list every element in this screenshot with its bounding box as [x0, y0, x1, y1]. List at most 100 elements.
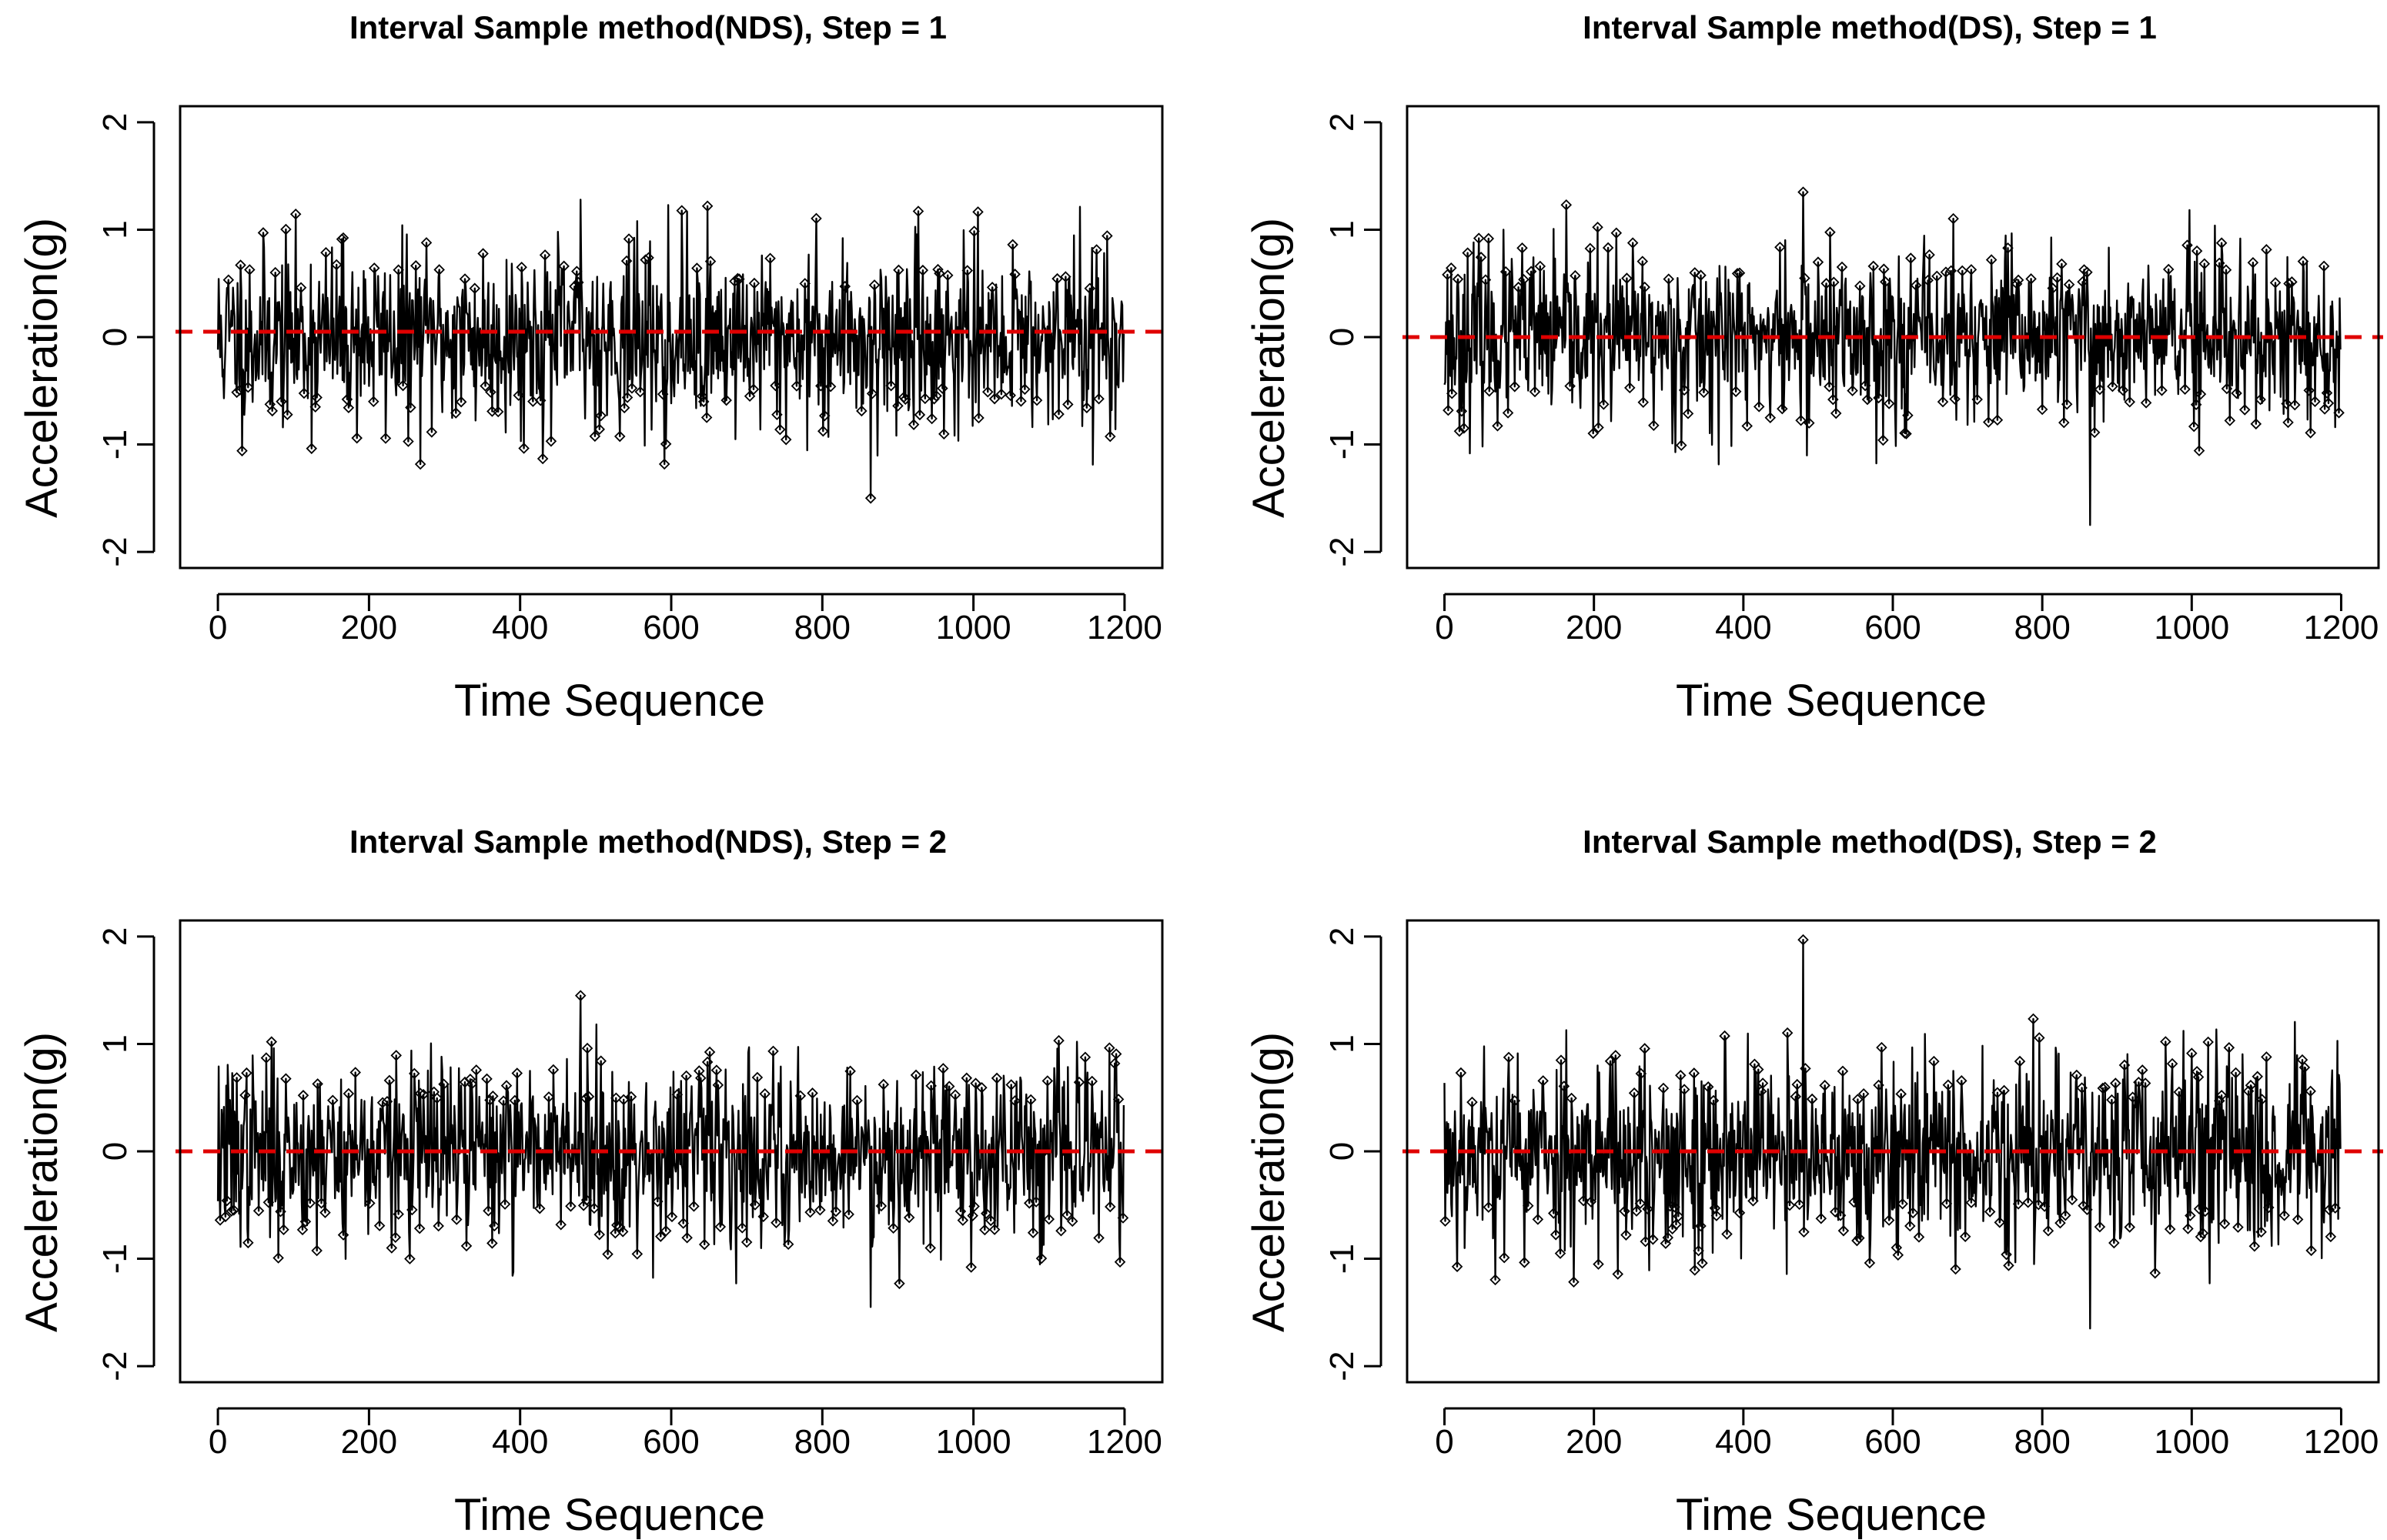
data-point-marker	[2281, 398, 2292, 409]
y-tick-label: -1	[96, 1244, 134, 1274]
data-point-marker	[720, 394, 732, 406]
x-tick-label: 800	[2014, 609, 2070, 646]
data-point-marker	[413, 1222, 426, 1234]
data-point-marker	[483, 1204, 494, 1217]
data-point-marker	[804, 1206, 816, 1218]
data-point-marker	[1895, 1088, 1907, 1100]
data-point-marker	[1693, 1244, 1704, 1257]
data-point-marker	[888, 1222, 899, 1234]
data-point-marker	[2185, 1210, 2196, 1221]
series-line	[1443, 191, 2342, 526]
data-point-marker	[2250, 418, 2262, 430]
x-tick-label: 1200	[2304, 1423, 2379, 1461]
data-point-marker	[1878, 263, 1890, 275]
data-point-marker	[1610, 1050, 1622, 1061]
data-point-marker	[1105, 1201, 1116, 1213]
data-point-marker	[1864, 1257, 1876, 1269]
data-point-marker	[2038, 1201, 2051, 1212]
data-point-marker	[1940, 266, 1952, 278]
data-point-marker	[1924, 249, 1935, 261]
data-point-marker	[1079, 1051, 1092, 1064]
data-point-marker	[611, 1219, 623, 1231]
y-tick-label: -1	[1323, 1244, 1361, 1274]
data-point-marker	[1695, 1220, 1707, 1232]
data-point-marker	[460, 1240, 473, 1252]
data-point-marker	[1795, 414, 1807, 426]
data-point-marker	[1956, 1075, 1967, 1087]
data-point-marker	[383, 1074, 396, 1087]
data-point-marker	[1682, 408, 1694, 419]
data-point-marker	[2261, 244, 2272, 256]
data-point-marker	[1752, 1064, 1764, 1075]
data-point-marker	[280, 223, 292, 236]
data-point-marker	[2042, 1225, 2054, 1237]
data-point-marker	[979, 1224, 991, 1236]
data-point-marker	[1499, 266, 1512, 278]
data-point-marker	[297, 1090, 309, 1101]
chart-title: Interval Sample method(DS), Step = 2	[1583, 823, 2157, 860]
data-point-marker	[2003, 1260, 2014, 1271]
data-point-marker	[1492, 420, 1503, 432]
data-point-marker	[311, 1244, 323, 1257]
data-point-marker	[2118, 1059, 2131, 1071]
data-point-marker	[2218, 1218, 2231, 1230]
data-point-marker	[2139, 1077, 2151, 1089]
data-point-marker	[1777, 403, 1788, 415]
data-point-marker	[1873, 392, 1884, 404]
y-tick-label: 2	[96, 113, 134, 132]
data-point-marker	[900, 393, 911, 406]
data-point-marker	[2286, 276, 2298, 288]
data-point-marker	[2108, 1237, 2120, 1249]
y-tick-label: 0	[96, 1142, 134, 1161]
data-point-marker	[1669, 1201, 1680, 1213]
data-point-marker	[2173, 1086, 2185, 1098]
data-point-marker	[1443, 404, 1454, 416]
x-tick-label: 1000	[2154, 609, 2229, 646]
data-point-marker	[967, 1210, 978, 1221]
data-point-marker	[1741, 420, 1753, 432]
data-point-marker	[547, 1064, 560, 1076]
x-tick-label: 600	[643, 609, 699, 646]
data-point-marker	[1502, 407, 1514, 419]
data-point-marker	[782, 1238, 794, 1250]
data-point-marker	[1455, 1067, 1467, 1079]
data-point-marker	[957, 1214, 969, 1226]
data-point-marker	[2329, 1202, 2341, 1214]
data-point-marker	[701, 200, 714, 212]
data-point-marker	[700, 412, 713, 423]
data-point-marker	[2318, 260, 2330, 272]
data-point-marker	[749, 1199, 761, 1211]
data-point-marker	[1061, 1209, 1073, 1221]
data-point-marker	[266, 405, 279, 417]
data-point-marker	[2247, 256, 2259, 269]
data-point-marker	[747, 383, 760, 396]
data-point-marker	[2014, 1055, 2026, 1067]
data-point-marker	[1892, 1249, 1904, 1261]
data-point-marker	[2164, 1223, 2176, 1235]
data-point-marker	[295, 282, 307, 294]
data-point-marker	[2197, 1228, 2209, 1239]
data-point-marker	[239, 1089, 251, 1101]
data-point-marker	[2305, 427, 2316, 439]
data-point-marker	[1031, 394, 1043, 406]
data-point-marker	[625, 1091, 637, 1103]
data-point-marker	[1635, 1067, 1647, 1080]
data-point-marker	[704, 1046, 716, 1058]
data-point-marker	[2231, 387, 2242, 399]
data-point-marker	[658, 458, 670, 470]
data-point-marker	[1812, 256, 1824, 268]
data-point-marker	[464, 1073, 476, 1085]
x-tick-label: 800	[794, 1423, 851, 1461]
data-point-marker	[965, 1261, 977, 1273]
data-point-marker	[1483, 385, 1496, 397]
data-point-marker	[2056, 258, 2068, 270]
data-point-marker	[771, 1217, 782, 1229]
data-point-marker	[1824, 226, 1836, 239]
data-point-marker	[878, 1078, 890, 1091]
data-point-marker	[1639, 281, 1650, 293]
data-point-marker	[2081, 266, 2093, 279]
data-point-marker	[954, 1205, 967, 1218]
data-point-marker	[2156, 385, 2168, 396]
data-point-marker	[1905, 252, 1917, 264]
data-point-marker	[1086, 1075, 1098, 1087]
